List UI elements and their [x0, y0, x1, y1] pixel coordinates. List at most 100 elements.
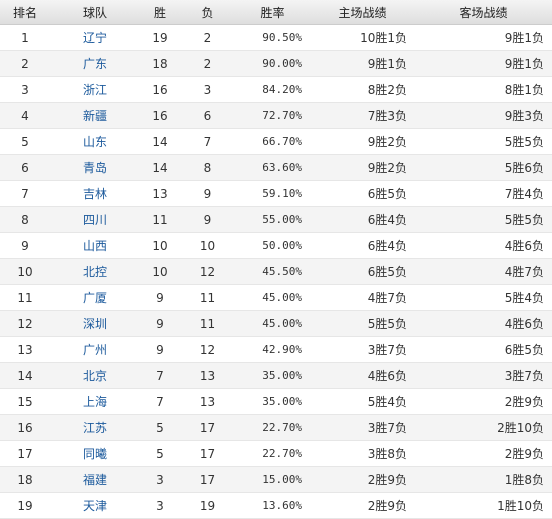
wins: 11 — [140, 206, 180, 233]
team-name[interactable]: 深圳 — [50, 310, 140, 337]
home-record: 7胜3负 — [310, 102, 415, 129]
losses: 12 — [180, 336, 235, 363]
team-name[interactable]: 四川 — [50, 206, 140, 233]
win-rate: 84.20% — [235, 76, 310, 103]
team-name[interactable]: 山东 — [50, 128, 140, 155]
team-name[interactable]: 江苏 — [50, 414, 140, 441]
rank: 17 — [0, 440, 50, 467]
losses: 2 — [180, 24, 235, 51]
wins: 10 — [140, 232, 180, 259]
team-name[interactable]: 北控 — [50, 258, 140, 285]
losses: 17 — [180, 466, 235, 493]
column-header: 负 — [180, 0, 235, 25]
rank: 10 — [0, 258, 50, 285]
wins: 3 — [140, 466, 180, 493]
wins: 14 — [140, 128, 180, 155]
home-record: 9胜2负 — [310, 154, 415, 181]
away-record: 5胜5负 — [415, 206, 552, 233]
win-rate: 15.00% — [235, 466, 310, 493]
losses: 3 — [180, 76, 235, 103]
table-row: 13 广州 9 12 42.90% 3胜7负 6胜5负 — [0, 336, 552, 363]
rank: 12 — [0, 310, 50, 337]
wins: 18 — [140, 50, 180, 77]
win-rate: 50.00% — [235, 232, 310, 259]
home-record: 5胜4负 — [310, 388, 415, 415]
win-rate: 22.70% — [235, 414, 310, 441]
losses: 13 — [180, 388, 235, 415]
losses: 13 — [180, 362, 235, 389]
table-row: 2 广东 18 2 90.00% 9胜1负 9胜1负 — [0, 50, 552, 77]
team-name[interactable]: 上海 — [50, 388, 140, 415]
wins: 13 — [140, 180, 180, 207]
rank: 7 — [0, 180, 50, 207]
column-header: 客场战绩 — [415, 0, 552, 25]
away-record: 4胜7负 — [415, 258, 552, 285]
rank: 3 — [0, 76, 50, 103]
team-name[interactable]: 广州 — [50, 336, 140, 363]
losses: 17 — [180, 440, 235, 467]
wins: 5 — [140, 414, 180, 441]
table-row: 14 北京 7 13 35.00% 4胜6负 3胜7负 — [0, 362, 552, 389]
rank: 5 — [0, 128, 50, 155]
rank: 11 — [0, 284, 50, 311]
team-name[interactable]: 广东 — [50, 50, 140, 77]
win-rate: 45.00% — [235, 310, 310, 337]
home-record: 2胜9负 — [310, 492, 415, 519]
rank: 14 — [0, 362, 50, 389]
team-name[interactable]: 吉林 — [50, 180, 140, 207]
home-record: 5胜5负 — [310, 310, 415, 337]
table-row: 10 北控 10 12 45.50% 6胜5负 4胜7负 — [0, 258, 552, 285]
team-name[interactable]: 同曦 — [50, 440, 140, 467]
wins: 9 — [140, 310, 180, 337]
rank: 1 — [0, 24, 50, 51]
losses: 6 — [180, 102, 235, 129]
wins: 7 — [140, 388, 180, 415]
table-row: 7 吉林 13 9 59.10% 6胜5负 7胜4负 — [0, 180, 552, 207]
away-record: 2胜9负 — [415, 388, 552, 415]
rank: 19 — [0, 492, 50, 519]
team-name[interactable]: 新疆 — [50, 102, 140, 129]
away-record: 1胜10负 — [415, 492, 552, 519]
away-record: 4胜6负 — [415, 232, 552, 259]
table-row: 16 江苏 5 17 22.70% 3胜7负 2胜10负 — [0, 414, 552, 441]
column-header: 球队 — [50, 0, 140, 25]
losses: 7 — [180, 128, 235, 155]
rank: 4 — [0, 102, 50, 129]
table-row: 17 同曦 5 17 22.70% 3胜8负 2胜9负 — [0, 440, 552, 467]
team-name[interactable]: 辽宁 — [50, 24, 140, 51]
losses: 9 — [180, 206, 235, 233]
win-rate: 59.10% — [235, 180, 310, 207]
column-header: 主场战绩 — [310, 0, 415, 25]
away-record: 4胜6负 — [415, 310, 552, 337]
table-row: 4 新疆 16 6 72.70% 7胜3负 9胜3负 — [0, 102, 552, 129]
away-record: 2胜9负 — [415, 440, 552, 467]
wins: 9 — [140, 336, 180, 363]
losses: 11 — [180, 284, 235, 311]
win-rate: 45.50% — [235, 258, 310, 285]
team-name[interactable]: 山西 — [50, 232, 140, 259]
rank: 8 — [0, 206, 50, 233]
away-record: 5胜4负 — [415, 284, 552, 311]
win-rate: 90.00% — [235, 50, 310, 77]
team-name[interactable]: 广厦 — [50, 284, 140, 311]
column-header: 胜率 — [235, 0, 310, 25]
away-record: 5胜5负 — [415, 128, 552, 155]
losses: 10 — [180, 232, 235, 259]
win-rate: 42.90% — [235, 336, 310, 363]
team-name[interactable]: 北京 — [50, 362, 140, 389]
losses: 17 — [180, 414, 235, 441]
column-header: 胜 — [140, 0, 180, 25]
table-row: 12 深圳 9 11 45.00% 5胜5负 4胜6负 — [0, 310, 552, 337]
team-name[interactable]: 浙江 — [50, 76, 140, 103]
table-row: 18 福建 3 17 15.00% 2胜9负 1胜8负 — [0, 466, 552, 493]
team-name[interactable]: 青岛 — [50, 154, 140, 181]
rank: 9 — [0, 232, 50, 259]
home-record: 4胜7负 — [310, 284, 415, 311]
team-name[interactable]: 福建 — [50, 466, 140, 493]
home-record: 6胜5负 — [310, 258, 415, 285]
team-name[interactable]: 天津 — [50, 492, 140, 519]
table-row: 3 浙江 16 3 84.20% 8胜2负 8胜1负 — [0, 76, 552, 103]
losses: 12 — [180, 258, 235, 285]
losses: 19 — [180, 492, 235, 519]
